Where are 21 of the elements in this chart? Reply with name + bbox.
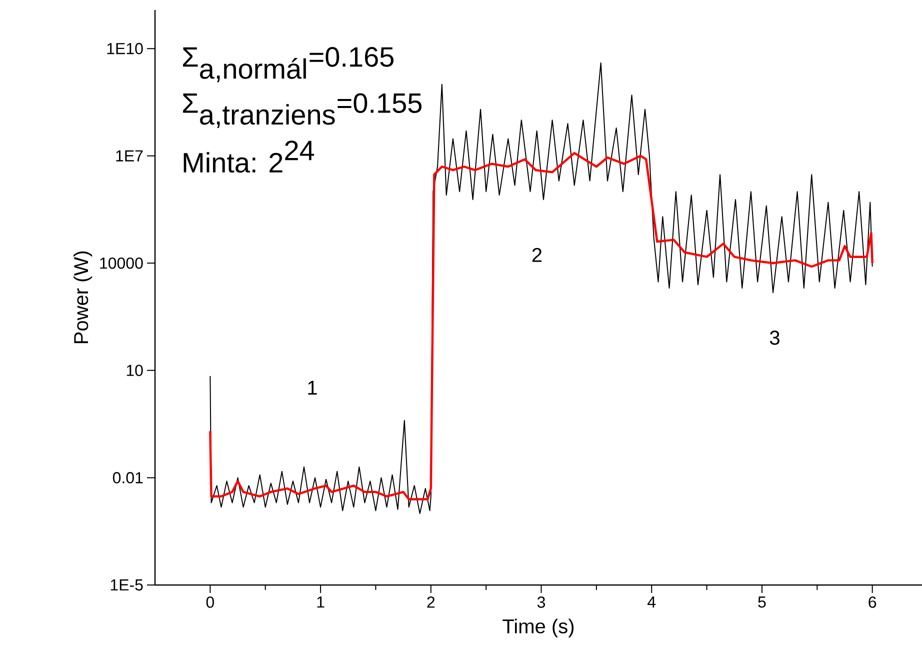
x-tick-label: 0	[206, 596, 214, 608]
x-tick-label: 5	[758, 596, 766, 608]
x-tick-label: 3	[537, 596, 545, 608]
y-tick-label: 10000	[100, 257, 143, 269]
annotation: $\textrm{Σ}_{\textrm{a,tranziens}}\textrm{=0.155}$	[183, 93, 422, 128]
x-axis-title: Time (s)	[502, 618, 574, 638]
annotation: $\textrm{Minta: 2}^{\textrm{24}}$	[184, 140, 314, 173]
y-tick-label: 0.01	[112, 472, 143, 484]
y-tick-label: 1E7	[116, 150, 143, 162]
annotation: 1	[308, 380, 317, 395]
x-tick-label: 6	[868, 596, 876, 608]
annotation: $\textrm{Σ}_{\textrm{a,normál}}\textrm{=0.165}$	[183, 47, 394, 82]
x-tick-label: 1	[317, 596, 324, 608]
y-tick-label: 1E-5	[110, 579, 143, 591]
y-tick-label: 10	[126, 364, 143, 376]
annotation: 2	[532, 248, 542, 262]
annotation: 3	[770, 330, 780, 345]
x-tick-label: 4	[648, 596, 656, 608]
y-tick-label: 1E10	[107, 42, 143, 54]
x-tick-label: 2	[427, 596, 435, 608]
y-axis-title: Power (W)	[73, 252, 92, 344]
